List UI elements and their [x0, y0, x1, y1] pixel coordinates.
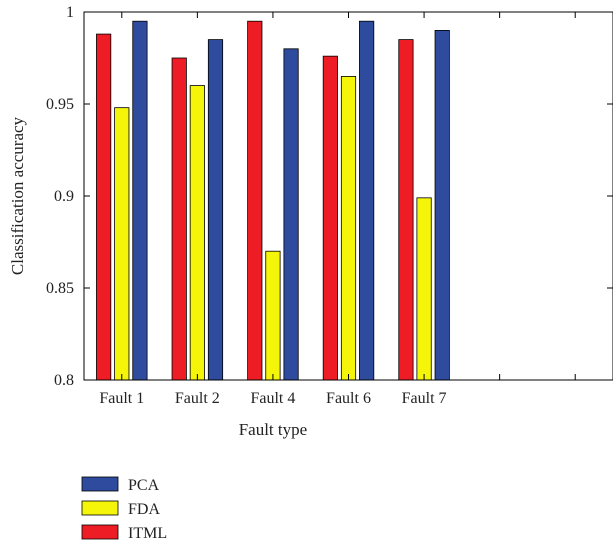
- y-tick-label: 0.9: [54, 188, 74, 205]
- x-tick-label: Fault 6: [326, 390, 371, 407]
- bar-fda-fault-2: [189, 85, 205, 381]
- x-tick-label: Fault 2: [175, 390, 220, 407]
- x-axis-title: Fault type: [239, 420, 307, 439]
- y-tick-label: 1: [66, 4, 74, 21]
- legend-label-pca: PCA: [128, 477, 160, 494]
- legend-swatch-pca: [81, 476, 119, 492]
- y-tick-label: 0.95: [46, 96, 74, 113]
- bar-fda-fault-7: [416, 197, 432, 381]
- bar-fda-fault-1: [114, 107, 130, 381]
- bar-itml-fault-6: [322, 55, 338, 381]
- bar-fda-fault-4: [265, 250, 281, 381]
- y-tick-label: 0.85: [46, 280, 74, 297]
- bar-fda-fault-6: [340, 76, 357, 381]
- legend-swatch-fda: [81, 500, 119, 516]
- legend: PCA FDA ITML: [81, 476, 167, 542]
- legend-label-fda: FDA: [128, 501, 160, 518]
- bar-pca-fault-6: [359, 20, 375, 381]
- bar-pca-fault-1: [132, 20, 148, 381]
- y-tick-label: 0.8: [54, 372, 74, 389]
- axis-ticks: [84, 11, 613, 381]
- tick-labels: 0.8 0.85 0.9 0.95 1 Fault 1 Fault 2 Fault 4 Faul…: [46, 4, 447, 407]
- bar-itml-fault-2: [171, 57, 187, 381]
- bar-pca-fault-7: [434, 29, 450, 381]
- bar-pca-fault-4: [283, 48, 299, 381]
- legend-swatch-itml: [81, 524, 119, 540]
- x-tick-label: Fault 4: [250, 390, 295, 407]
- x-tick-label: Fault 7: [402, 390, 447, 407]
- bar-itml-fault-4: [247, 20, 263, 381]
- bar-itml-fault-7: [398, 39, 414, 381]
- x-tick-label: Fault 1: [99, 390, 144, 407]
- bars-group: [96, 20, 450, 381]
- y-axis-title: Classification accuracy: [8, 116, 27, 275]
- bar-itml-fault-1: [96, 33, 112, 381]
- bar-pca-fault-2: [207, 39, 224, 381]
- legend-label-itml: ITML: [128, 525, 167, 542]
